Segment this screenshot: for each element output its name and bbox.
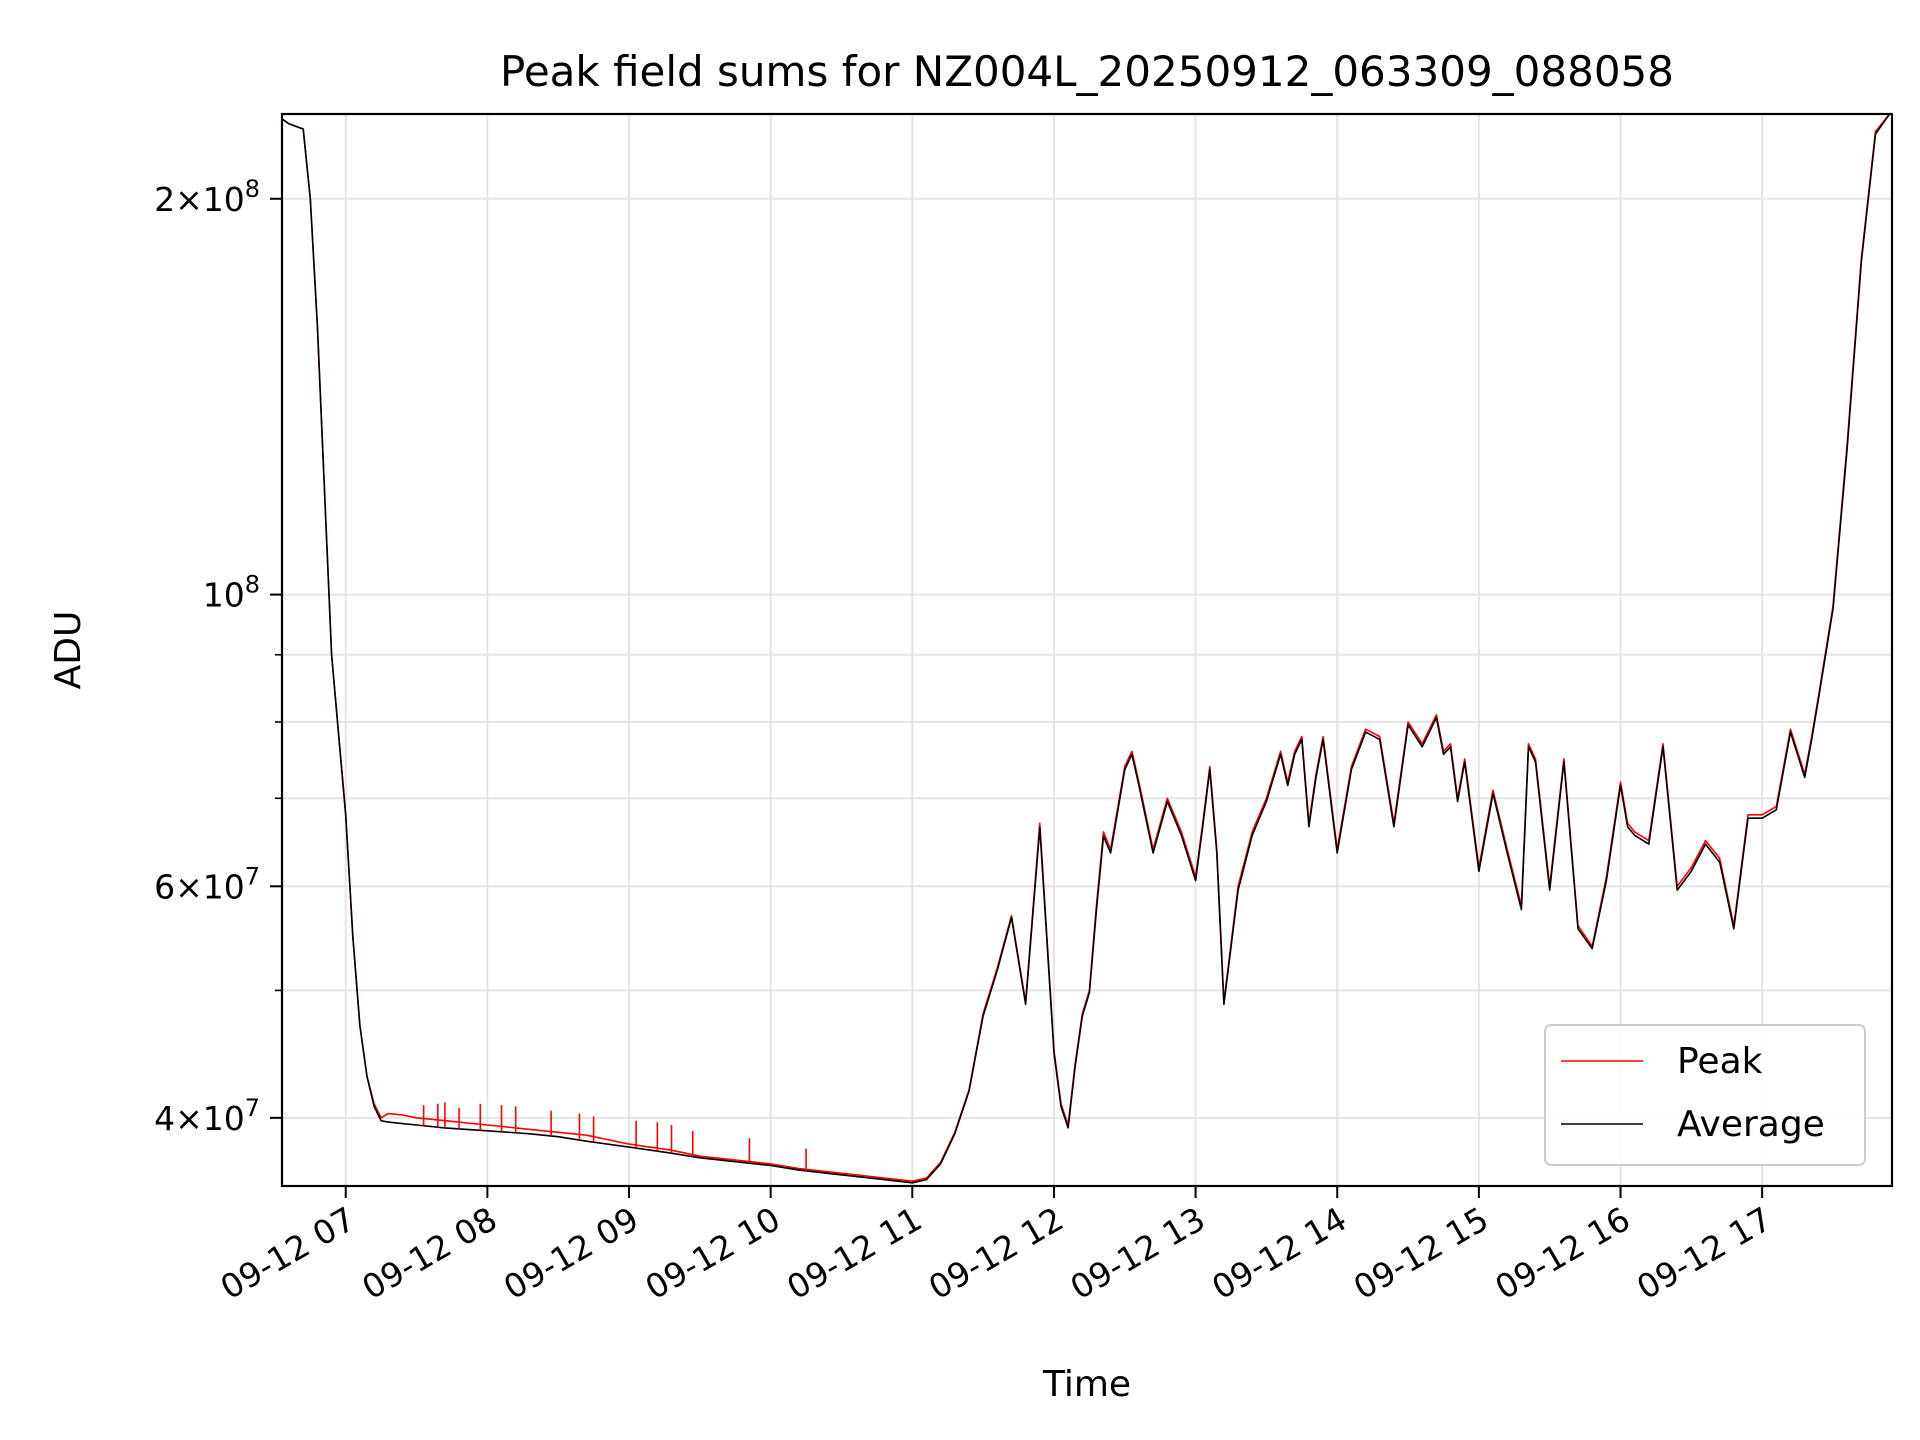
legend-box (1544, 1024, 1866, 1166)
y-tick-label: 2×108 (154, 175, 260, 219)
y-tick-label: 4×107 (154, 1094, 260, 1138)
plot-frame (280, 112, 1894, 1188)
y-axis-label: ADU (48, 611, 89, 690)
series-line-peak (281, 113, 1891, 1182)
chart-title: Peak field sums for NZ004L_20250912_0633… (500, 47, 1674, 96)
x-axis-label: Time (1042, 1364, 1131, 1405)
legend: Peak Average (1544, 1024, 1866, 1166)
y-tick-label: 6×107 (154, 862, 260, 906)
y-tick-label: 108 (203, 571, 260, 615)
series-layer (281, 113, 1891, 1184)
legend-average-label: Average (1677, 1104, 1825, 1145)
series-line-average (281, 113, 1891, 1184)
legend-peak-label: Peak (1677, 1041, 1763, 1082)
